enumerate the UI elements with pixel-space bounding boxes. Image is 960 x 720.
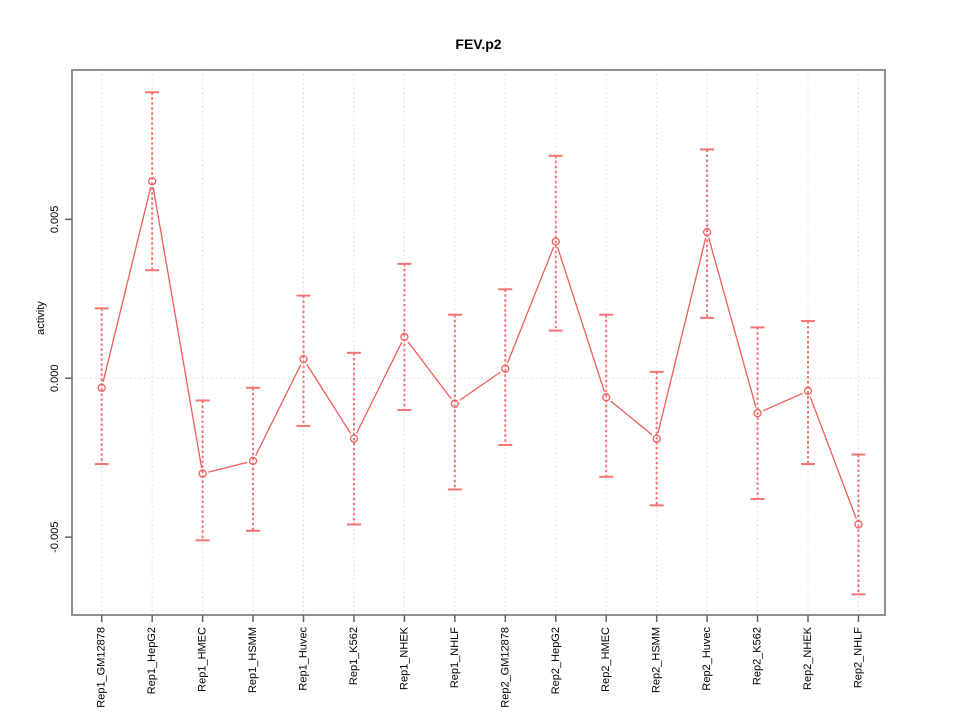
data-point xyxy=(299,355,308,364)
series-line-segment xyxy=(809,396,857,520)
series-line-segment xyxy=(762,392,803,412)
data-point xyxy=(602,393,611,402)
series-line-segment xyxy=(356,342,403,434)
data-point xyxy=(97,383,106,392)
data-point xyxy=(753,409,762,418)
series-line-segment xyxy=(708,237,757,408)
data-point xyxy=(400,332,409,342)
data-point xyxy=(198,469,207,478)
series-line-segment xyxy=(407,341,452,400)
series-line-segment xyxy=(255,364,302,456)
series-line-segment xyxy=(610,400,653,436)
x-tick-label: Rep1_K562 xyxy=(348,627,360,685)
data-point xyxy=(803,386,813,396)
x-tick-label: Rep1_NHEK xyxy=(398,626,410,690)
data-point xyxy=(652,434,661,443)
x-tick-label: Rep2_K562 xyxy=(752,627,764,685)
series-line-segment xyxy=(152,187,203,468)
series-line-segment xyxy=(506,246,555,364)
data-point xyxy=(349,434,359,443)
data-point xyxy=(248,456,258,466)
data-point xyxy=(147,177,157,186)
y-axis-label: activity xyxy=(35,301,47,335)
x-tick-label: Rep2_NHEK xyxy=(802,626,814,690)
x-tick-label: Rep2_NHLF xyxy=(852,627,864,688)
data-point xyxy=(854,520,863,529)
chart-title: FEV.p2 xyxy=(455,36,502,52)
x-tick-label: Rep1_NHLF xyxy=(449,627,461,688)
y-tick-label: 0.005 xyxy=(49,206,61,234)
x-tick-label: Rep2_Huvec xyxy=(701,627,713,691)
data-point xyxy=(702,227,712,237)
x-tick-label: Rep1_Huvec xyxy=(298,627,310,691)
x-tick-label: Rep2_HSMM xyxy=(651,627,663,693)
series-line-segment xyxy=(208,461,248,473)
data-point xyxy=(501,364,510,373)
data-point xyxy=(551,237,560,246)
series-line-segment xyxy=(459,371,501,401)
x-tick-label: Rep1_GM12878 xyxy=(96,627,108,708)
y-tick-label: -0.005 xyxy=(49,522,61,553)
series-line-segment xyxy=(556,247,605,392)
series-line-segment xyxy=(306,363,352,434)
x-tick-label: Rep1_HepG2 xyxy=(146,627,158,694)
x-tick-label: Rep1_HSMM xyxy=(247,627,259,693)
series-line-segment xyxy=(102,186,152,383)
x-tick-label: Rep2_GM12878 xyxy=(499,627,511,708)
x-tick-label: Rep2_HepG2 xyxy=(550,627,562,694)
data-point xyxy=(450,399,460,408)
series-line-segment xyxy=(657,237,707,433)
x-tick-label: Rep2_HMEC xyxy=(600,627,612,692)
y-tick-label: 0.000 xyxy=(49,364,61,392)
x-tick-label: Rep1_HMEC xyxy=(197,627,209,692)
plot-frame xyxy=(71,69,886,616)
